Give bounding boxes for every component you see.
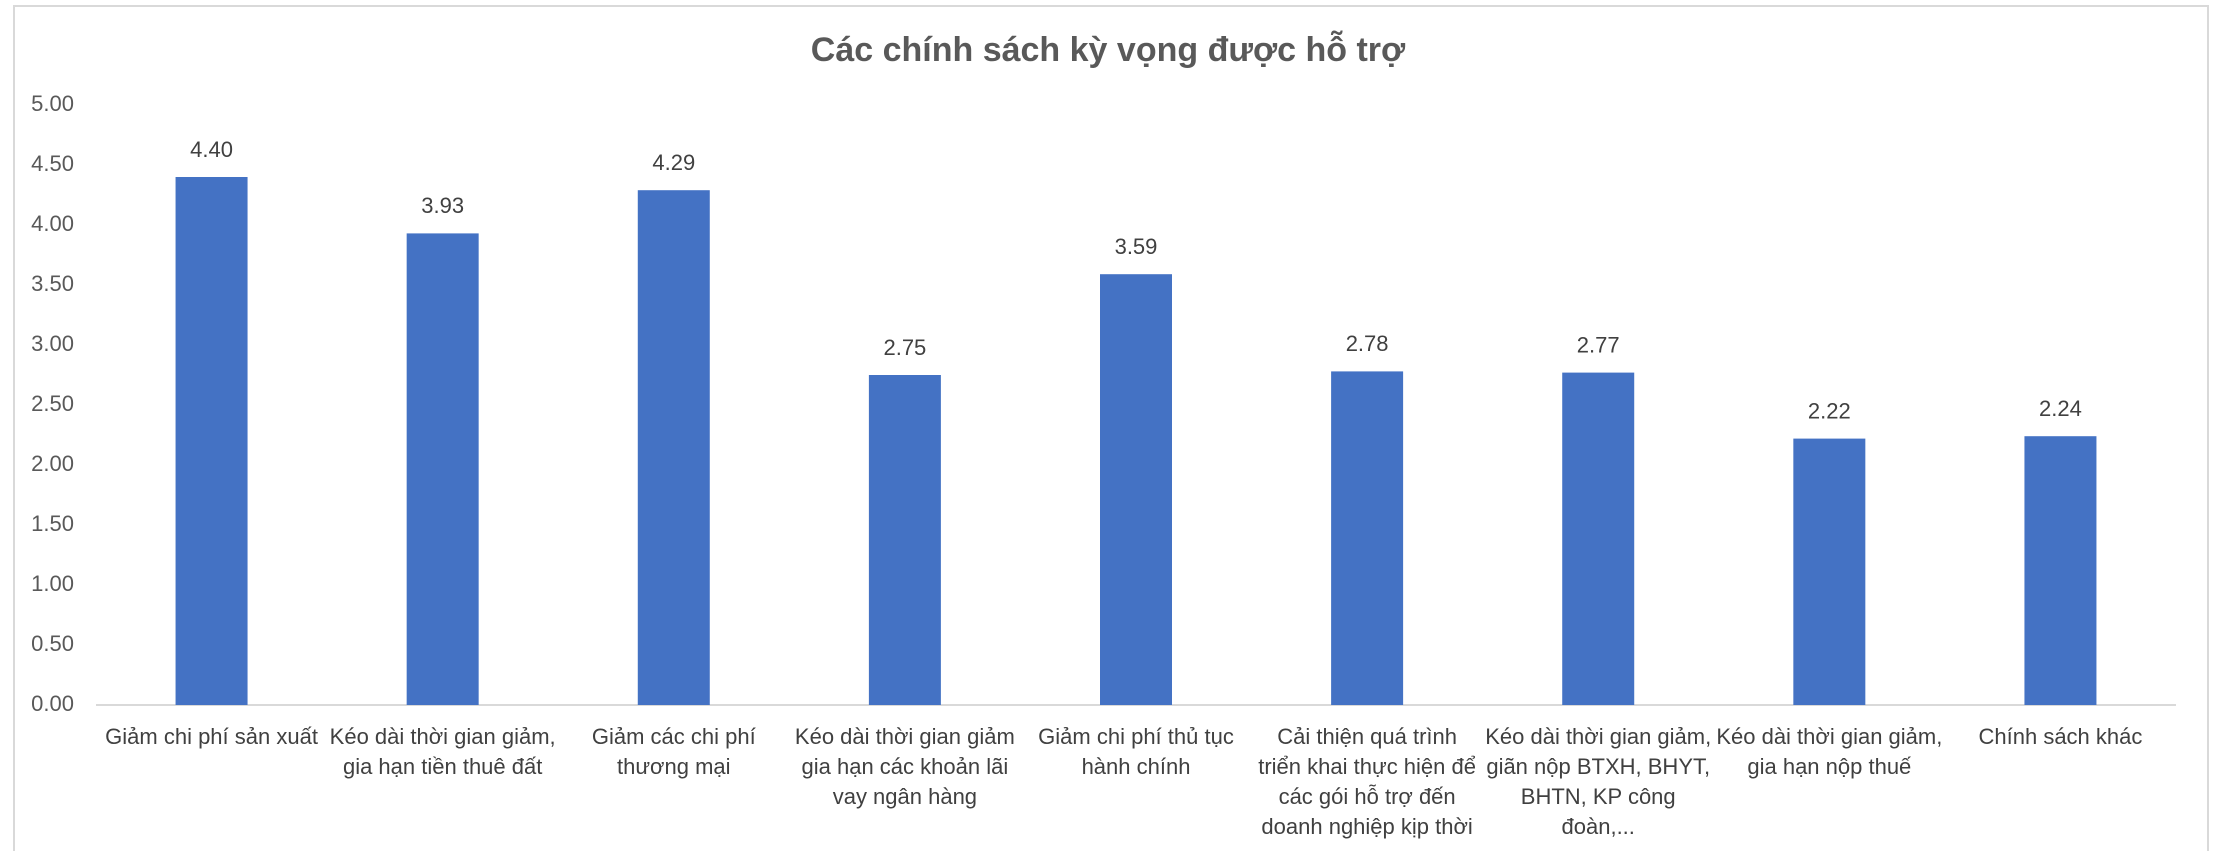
y-tick-label: 4.00 xyxy=(31,211,74,236)
bar xyxy=(868,375,941,705)
y-tick-label: 5.00 xyxy=(31,91,74,116)
bar xyxy=(1793,438,1866,705)
bar xyxy=(175,177,248,705)
y-tick-label: 0.50 xyxy=(31,631,74,656)
data-label: 2.77 xyxy=(1577,332,1620,357)
x-tick-label: Kéo dài thời gian giảm, gia hạn nộp thuế xyxy=(1716,724,1943,779)
data-label: 4.40 xyxy=(190,137,233,162)
y-tick-label: 0.00 xyxy=(31,691,74,716)
bar xyxy=(637,190,710,705)
y-tick-label: 1.50 xyxy=(31,511,74,536)
y-tick-label: 3.50 xyxy=(31,271,74,296)
x-tick-label: Giảm chi phí sản xuất xyxy=(105,724,318,749)
data-label: 2.24 xyxy=(2039,396,2082,421)
data-label: 2.78 xyxy=(1346,331,1389,356)
x-tick-label: Chính sách khác xyxy=(1978,724,2143,749)
chart-title: Các chính sách kỳ vọng được hỗ trợ xyxy=(811,31,1406,69)
bar xyxy=(2024,436,2097,705)
x-tick-label: Kéo dài thời gian giảm gia hạn các khoản… xyxy=(794,724,1015,809)
x-tick-label: Giảm các chi phí thương mại xyxy=(591,724,756,779)
bar xyxy=(1562,372,1635,705)
data-label: 4.29 xyxy=(652,150,695,175)
x-tick-label: Kéo dài thời gian giảm, gia hạn tiền thu… xyxy=(329,724,556,779)
y-tick-label: 1.00 xyxy=(31,571,74,596)
data-label: 3.93 xyxy=(421,193,464,218)
y-tick-label: 4.50 xyxy=(31,151,74,176)
x-tick-label: Giảm chi phí thủ tục hành chính xyxy=(1038,724,1234,779)
x-tick-label: Cải thiện quá trình triển khai thực hiện… xyxy=(1258,724,1476,839)
bar xyxy=(1100,274,1172,705)
data-label: 3.59 xyxy=(1115,234,1158,259)
bar xyxy=(406,233,479,705)
data-label: 2.22 xyxy=(1808,398,1851,423)
y-tick-label: 2.50 xyxy=(31,391,74,416)
y-tick-label: 3.00 xyxy=(31,331,74,356)
y-tick-label: 2.00 xyxy=(31,451,74,476)
x-tick-label: Kéo dài thời gian giảm, giãn nộp BTXH, B… xyxy=(1485,724,1712,839)
bar xyxy=(1331,371,1404,705)
data-label: 2.75 xyxy=(883,335,926,360)
